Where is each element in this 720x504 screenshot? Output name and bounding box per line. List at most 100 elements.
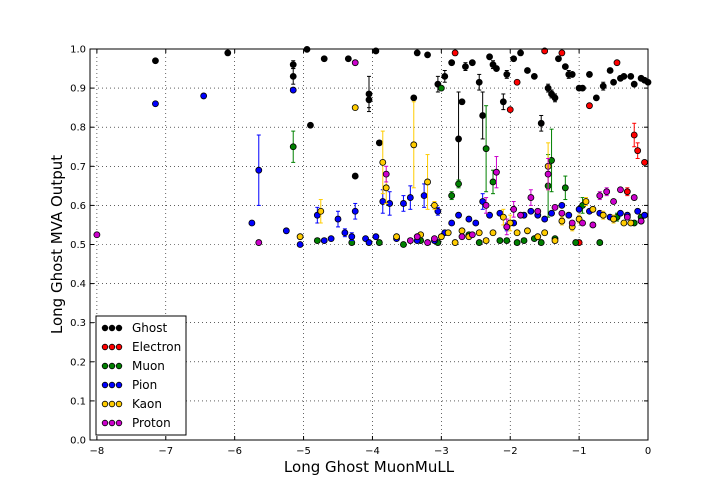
data-point: [634, 207, 642, 215]
data-point: [152, 100, 159, 108]
x-tick-labels: −8 −7 −6 −5 −4 −3 −2 −1 0: [90, 446, 652, 457]
data-point: [599, 82, 607, 90]
data-point: [637, 217, 645, 225]
data-point: [517, 49, 524, 57]
legend-entry: Pion: [101, 378, 157, 392]
y-tick-label: 0.6: [70, 201, 86, 212]
data-point: [541, 215, 549, 223]
data-point: [475, 229, 483, 237]
data-point: [541, 229, 549, 237]
data-point: [327, 235, 335, 243]
data-point: [289, 143, 297, 151]
legend-entry: Ghost: [101, 321, 167, 335]
data-point: [513, 239, 521, 246]
data-point: [444, 229, 452, 237]
data-point: [537, 119, 545, 127]
data-point: [437, 233, 445, 241]
series-muon: [289, 84, 645, 248]
data-point: [482, 145, 490, 153]
legend-label: Proton: [132, 416, 171, 430]
data-point: [344, 55, 352, 63]
data-point: [351, 59, 359, 67]
data-point: [400, 200, 407, 207]
data-point: [372, 233, 380, 241]
data-point: [451, 239, 459, 246]
legend-box: [95, 315, 187, 436]
data-point: [537, 239, 545, 246]
data-point: [603, 188, 611, 196]
x-tick-label: −4: [365, 446, 380, 457]
data-point: [400, 241, 407, 248]
data-point: [424, 239, 431, 246]
data-point: [517, 211, 524, 219]
data-point: [317, 207, 325, 215]
data-point: [510, 205, 518, 213]
data-point: [351, 172, 359, 180]
data-point: [513, 78, 521, 86]
series-proton: [93, 59, 645, 246]
data-point: [510, 55, 518, 63]
data-point: [458, 233, 466, 241]
data-point: [544, 170, 552, 178]
legend-marker: [115, 400, 123, 408]
data-point: [503, 71, 511, 78]
data-point: [341, 229, 349, 237]
data-point: [365, 96, 373, 104]
legend-entry: Muon: [101, 359, 165, 373]
data-point: [579, 84, 586, 92]
data-point: [406, 194, 414, 201]
data-point: [513, 229, 521, 237]
data-point: [448, 192, 456, 200]
data-point: [475, 239, 483, 246]
data-point: [610, 78, 617, 86]
data-point: [448, 59, 456, 67]
data-point: [351, 207, 359, 215]
data-point: [455, 211, 462, 219]
data-point: [572, 239, 580, 246]
data-point: [561, 184, 569, 192]
data-point: [568, 71, 576, 78]
data-point: [448, 219, 456, 227]
data-point: [455, 180, 462, 188]
data-point: [568, 219, 576, 227]
data-point: [255, 239, 263, 246]
data-point: [307, 121, 314, 129]
x-tick-label: −7: [158, 446, 173, 457]
series-kaon: [296, 101, 645, 246]
data-point: [582, 198, 590, 205]
data-point: [530, 72, 538, 80]
data-point: [527, 207, 535, 215]
data-point: [592, 94, 600, 102]
legend-label: Ghost: [132, 321, 167, 335]
data-point: [527, 194, 535, 201]
legend-entry: Kaon: [101, 397, 162, 411]
legend-label: Muon: [132, 359, 165, 373]
data-point: [200, 92, 208, 100]
data-point: [551, 94, 559, 102]
legend-marker: [101, 343, 109, 351]
data-point: [458, 98, 466, 106]
data-point: [558, 209, 566, 217]
data-point: [641, 211, 648, 219]
y-axis-label: Long Ghost MVA Output: [48, 155, 66, 334]
y-tick-label: 0.4: [70, 279, 86, 290]
legend-marker: [101, 324, 109, 332]
data-point: [586, 71, 593, 78]
data-point: [610, 198, 617, 205]
legend: Ghost Electron Muon Pion Kaon Proton: [95, 315, 187, 436]
y-tick-label: 0.7: [70, 162, 86, 173]
data-point: [551, 203, 559, 211]
data-point: [486, 53, 493, 61]
legend-marker: [108, 419, 116, 427]
x-tick-label: −6: [227, 446, 242, 457]
legend-entry: Proton: [101, 416, 171, 430]
legend-marker: [115, 324, 123, 332]
x-tick-label: −2: [503, 446, 518, 457]
legend-entry: Electron: [101, 340, 181, 354]
data-point: [558, 217, 566, 225]
data-point: [296, 241, 304, 248]
data-point: [455, 135, 462, 143]
legend-marker: [108, 400, 116, 408]
x-axis-label: Long Ghost MuonMuLL: [284, 458, 455, 476]
